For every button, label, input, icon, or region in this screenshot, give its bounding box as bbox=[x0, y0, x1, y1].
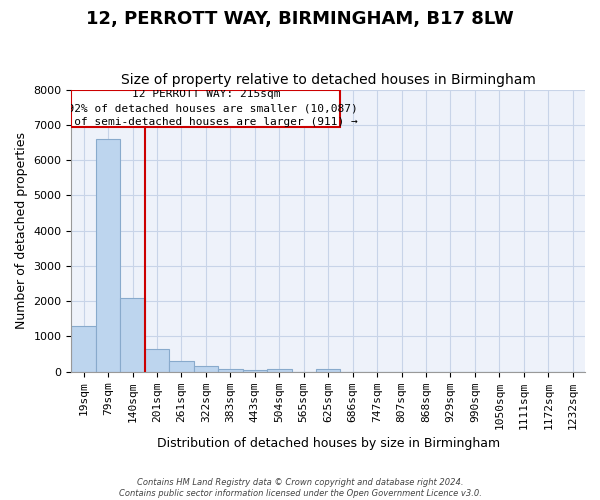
Text: 12 PERROTT WAY: 215sqm
← 92% of detached houses are smaller (10,087)
8% of semi-: 12 PERROTT WAY: 215sqm ← 92% of detached… bbox=[54, 89, 358, 127]
X-axis label: Distribution of detached houses by size in Birmingham: Distribution of detached houses by size … bbox=[157, 437, 500, 450]
Bar bbox=[71, 326, 96, 372]
Bar bbox=[169, 361, 194, 372]
Bar bbox=[194, 366, 218, 372]
Text: Contains HM Land Registry data © Crown copyright and database right 2024.
Contai: Contains HM Land Registry data © Crown c… bbox=[119, 478, 481, 498]
Bar bbox=[218, 369, 242, 372]
Bar bbox=[71, 90, 340, 126]
Bar bbox=[316, 369, 340, 372]
Bar bbox=[242, 370, 267, 372]
Bar bbox=[96, 139, 121, 372]
Y-axis label: Number of detached properties: Number of detached properties bbox=[15, 132, 28, 329]
Text: 12, PERROTT WAY, BIRMINGHAM, B17 8LW: 12, PERROTT WAY, BIRMINGHAM, B17 8LW bbox=[86, 10, 514, 28]
Title: Size of property relative to detached houses in Birmingham: Size of property relative to detached ho… bbox=[121, 73, 536, 87]
Bar bbox=[121, 298, 145, 372]
Bar bbox=[267, 369, 292, 372]
Bar bbox=[145, 349, 169, 372]
